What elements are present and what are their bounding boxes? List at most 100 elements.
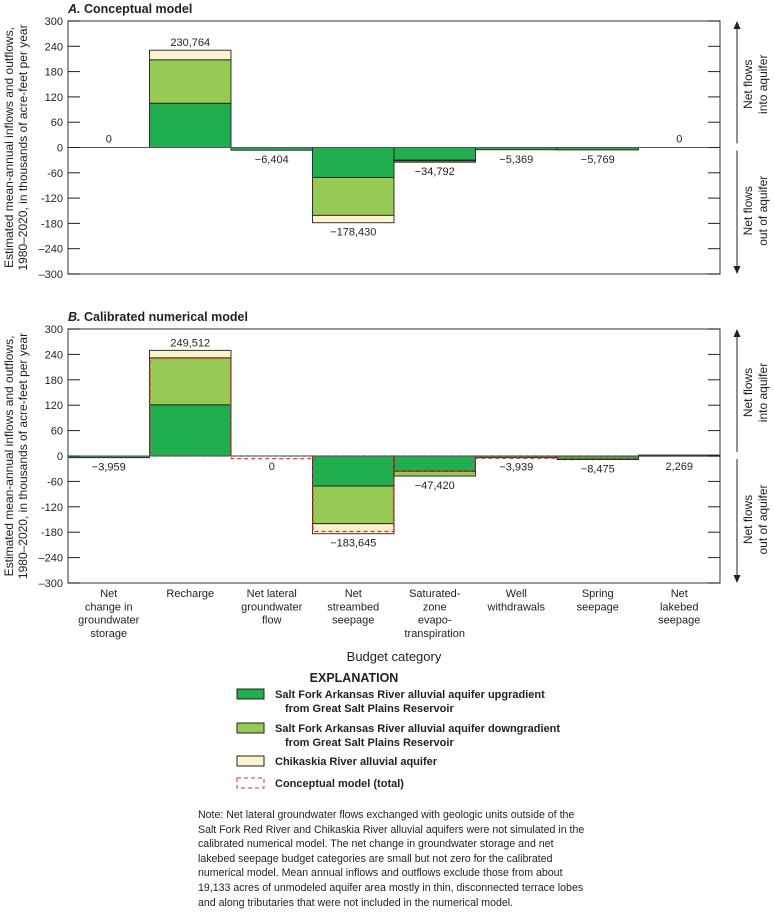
x-category-label-line: Net (671, 588, 688, 600)
data-label: 0 (676, 134, 682, 146)
data-label: −178,430 (330, 227, 376, 239)
y-axis-label: Estimated mean-annual inflows and outflo… (2, 27, 16, 268)
y-tick-label: -60 (47, 168, 63, 180)
side-label-into-aquifer: into aquifer (756, 55, 770, 114)
x-category-label: Saturated-zone evapo-transpiration (404, 588, 465, 640)
bar-segment (312, 455, 395, 487)
data-label: 230,764 (170, 37, 210, 49)
y-tick-label: 300 (45, 16, 63, 28)
conceptual-total-outline (393, 455, 476, 472)
bar-segment (556, 455, 639, 461)
bar-segment (393, 147, 476, 161)
side-label-into-aquifer: into aquifer (756, 363, 770, 422)
side-label-into-aquifer: Net flows (741, 368, 755, 417)
y-tick-label: 60 (51, 117, 63, 129)
bar-segment (312, 485, 395, 525)
legend-item: Salt Fork Arkansas River alluvial aquife… (236, 722, 560, 749)
x-category-label-line: storage (90, 628, 127, 640)
data-label: −34,792 (415, 166, 455, 178)
bar-segment (393, 160, 476, 163)
y-tick-label: -60 (47, 476, 63, 488)
x-category-label-line: transpiration (404, 628, 465, 640)
legend-label: Salt Fork Arkansas River alluvial aquife… (275, 689, 545, 701)
panel-b: B. Calibrated numerical model Estimated m… (2, 310, 770, 590)
side-label-into-aquifer: Net flows (741, 60, 755, 109)
data-label: −6,404 (255, 154, 289, 166)
x-category-label: Net lakebed seepage (658, 588, 700, 627)
y-tick-label: 300 (45, 324, 63, 336)
figure-note: Note: Net lateral groundwater flows exch… (198, 809, 585, 909)
bar-segment (149, 102, 232, 148)
arrow-up-icon (733, 329, 741, 337)
x-category-label-line: change in (85, 601, 133, 613)
legend-label: Salt Fork Arkansas River alluvial aquife… (275, 723, 560, 735)
bar-segment (149, 349, 232, 359)
panel-title-text: Calibrated numerical model (84, 310, 248, 324)
side-label-out-of-aquifer: out of aquifer (756, 484, 770, 554)
data-label: −3,939 (499, 462, 533, 474)
conceptual-total-outline (312, 455, 395, 533)
x-axis-label: Budget category (347, 649, 442, 664)
data-label: −5,369 (499, 154, 533, 166)
legend-label: from Great Salt Plains Reservoir (285, 737, 454, 749)
legend-label: Chikaskia River alluvial aquifer (275, 756, 438, 768)
side-label-out-of-aquifer: Net flows (741, 186, 755, 235)
x-category-label-line: seepage (332, 615, 374, 627)
legend-swatch (236, 688, 265, 700)
arrow-down-icon (733, 266, 741, 274)
panel-title-text: Conceptual model (84, 2, 192, 16)
data-label: −183,645 (330, 538, 376, 550)
x-category-label-line: flow (262, 615, 282, 627)
x-category-label: Net change in groundwater storage (78, 588, 139, 640)
x-category-label-line: groundwater (78, 615, 139, 627)
arrow-up-icon (733, 21, 741, 29)
y-tick-label: -120 (41, 502, 63, 514)
arrow-down-icon (733, 575, 741, 583)
y-tick-label: 240 (45, 349, 63, 361)
x-category-label-line: streambed (327, 601, 379, 613)
data-label: 0 (269, 461, 275, 473)
data-label: 0 (106, 134, 112, 146)
bar-segment (149, 59, 232, 104)
x-category-label: Recharge (166, 588, 214, 600)
x-category-label-line: seepage (658, 615, 700, 627)
y-axis-label: 1980–2020, in thousands of acre-feet per… (16, 333, 30, 579)
y-tick-label: 240 (45, 41, 63, 53)
y-tick-label: -120 (41, 193, 63, 205)
y-axis-label: 1980–2020, in thousands of acre-feet per… (16, 24, 30, 270)
y-axis-label: Estimated mean-annual inflows and outflo… (2, 336, 16, 577)
y-tick-label: -180 (41, 218, 63, 230)
legend-label: from Great Salt Plains Reservoir (285, 703, 454, 715)
legend-swatch (236, 722, 265, 734)
conceptual-total-outline (475, 455, 558, 459)
bar-segment (149, 49, 232, 61)
panel-title: A. Conceptual model (67, 2, 192, 16)
x-category-label: Net lateral groundwater flow (241, 588, 302, 627)
x-category-label: Net streambed seepage (327, 588, 379, 627)
bar-segment (312, 523, 395, 535)
x-category-label-line: Spring (582, 588, 614, 600)
y-tick-label: 120 (45, 400, 63, 412)
data-label: −5,769 (581, 154, 615, 166)
x-category-label-line: Net lateral (247, 588, 297, 600)
legend-item: Salt Fork Arkansas River alluvial aquife… (236, 688, 545, 715)
x-category-label-line: groundwater (241, 601, 302, 613)
x-category-label-line: Net (345, 588, 362, 600)
panel-letter: A. (67, 2, 84, 16)
x-category-label-line: seepage (577, 601, 619, 613)
legend-item: Conceptual model (total) (236, 777, 404, 790)
bar-segment (312, 176, 395, 216)
y-tick-label: 60 (51, 426, 63, 438)
x-category-label-line: Recharge (166, 588, 214, 600)
bar-segment (312, 147, 395, 178)
data-label: −47,420 (415, 480, 455, 492)
y-tick-label: 180 (45, 67, 63, 79)
panel-a: A. Conceptual model Estimated mean-annual… (2, 2, 770, 281)
bar-segment (393, 455, 476, 472)
y-tick-label: 180 (45, 375, 63, 387)
legend-item: Chikaskia River alluvial aquifer (236, 755, 438, 768)
x-category-label: Spring seepage (577, 588, 619, 613)
x-category-label-line: withdrawals (487, 601, 546, 613)
x-category-label-line: Saturated- (409, 588, 461, 600)
